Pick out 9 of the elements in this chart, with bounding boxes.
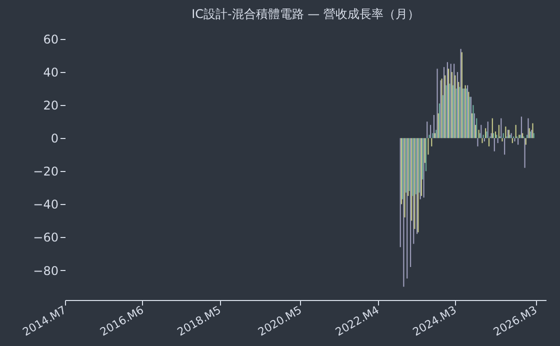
- y-tick-label: 0: [50, 132, 58, 146]
- y-tick-label: −60: [33, 230, 58, 245]
- y-tick-label: 20: [43, 98, 58, 113]
- chart-title: IC設計-混合積體電路 — 營收成長率（月）: [192, 7, 420, 21]
- y-tick-label: 40: [43, 66, 58, 80]
- y-tick-label: −40: [33, 198, 58, 212]
- y-tick-label: −80: [33, 264, 58, 278]
- y-tick-label: −20: [33, 164, 58, 179]
- y-tick-label: 60: [43, 32, 58, 46]
